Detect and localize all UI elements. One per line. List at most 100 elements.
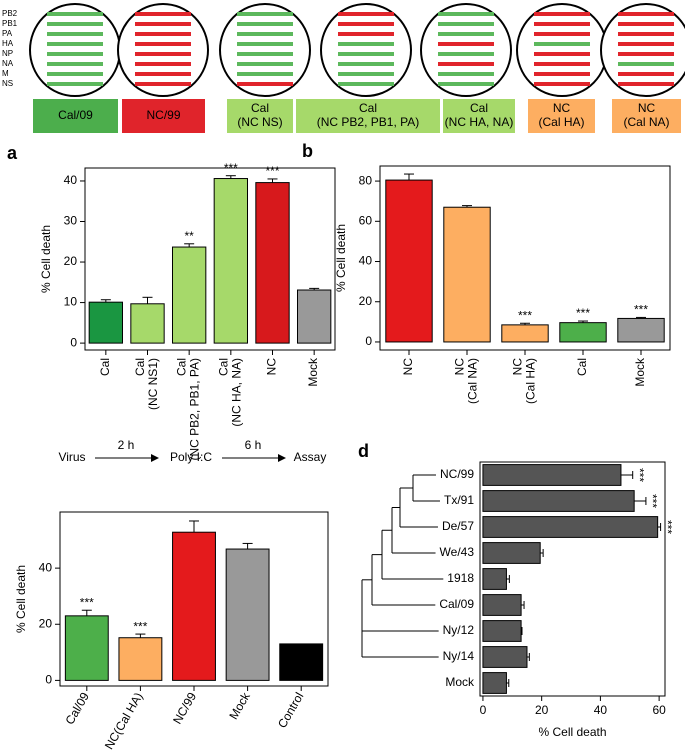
segment-bar [47,22,103,26]
virus-box [528,99,595,133]
x-tick-label: Cal/09 [63,690,93,727]
x-tick-label: NC/99 [170,690,199,727]
bar [443,206,491,343]
significance: *** [80,595,94,609]
y-tick-label: 0 [365,334,372,348]
bar [482,516,659,538]
segment-bar [438,52,494,56]
segment-bar [534,42,590,46]
segment-bar [338,52,394,56]
virus-label: Cal (NC NS) [237,101,282,129]
segment-bar [47,32,103,36]
segment-bar [618,62,674,66]
flow-interval: 2 h [118,438,135,452]
x-tick-label: Mock [306,357,320,387]
y-tick-label: 20 [64,254,78,268]
y-tick-label: Ny/12 [443,623,475,637]
y-tick-label: Ny/14 [443,649,475,663]
x-tick-label: Control [275,690,306,731]
y-tick-label: De/57 [442,519,474,533]
virus-box [443,99,515,133]
x-tick-label: NC(Cal NA) [453,358,480,404]
bar [297,289,332,344]
segment-bar [534,12,590,16]
virus-label: NC/99 [146,108,180,122]
y-tick-label: 80 [359,173,373,187]
segment-bar [534,62,590,66]
significance: *** [646,494,660,508]
x-tick-label: Cal [98,358,112,376]
flow-stage: Virus [58,450,85,464]
y-tick-label: Tx/91 [444,493,474,507]
segment-label: HA [2,39,14,48]
segment-bar [618,52,674,56]
significance: ** [184,229,194,243]
y-tick-label: 10 [64,295,78,309]
x-tick-label: NC [265,358,279,376]
panel-label: b [302,141,313,161]
significance: *** [634,303,648,317]
bar [482,542,541,564]
plot-frame [479,461,666,697]
segment-bar [237,42,293,46]
y-axis-label: % Cell death [334,224,348,292]
significance: *** [660,520,674,534]
segment-bar [237,82,293,86]
bar [255,182,290,344]
segment-bar [237,62,293,66]
virus-label: NC (Cal HA) [538,101,584,129]
virus-box [33,99,118,133]
segment-bar [618,42,674,46]
significance: *** [265,164,279,178]
virus-box [612,99,681,133]
segment-label: NS [2,79,13,88]
bar [225,548,270,681]
bar [501,324,549,343]
bar [172,531,216,681]
x-tick-label: Cal(NC PB2, PB1, PA) [175,358,202,460]
bar [385,179,433,343]
y-tick-label: 40 [64,173,78,187]
y-tick-label: 20 [359,294,373,308]
segment-label: PB1 [2,19,18,28]
segment-bar [135,82,191,86]
segment-bar [47,12,103,16]
bar [559,322,607,343]
segment-bar [237,52,293,56]
segment-bar [438,62,494,66]
significance: *** [633,468,647,482]
segment-bar [47,42,103,46]
bar [482,620,522,642]
x-tick-label: NC [401,358,415,376]
y-tick-label: 40 [39,560,53,574]
virus-box [122,99,205,133]
virus-box [227,99,293,133]
segment-bar [438,72,494,76]
bar [617,317,665,343]
y-tick-label: 1918 [447,571,474,585]
flow-interval: 6 h [245,438,262,452]
bar [482,568,507,590]
segment-bar [438,12,494,16]
panel-label: a [7,143,18,163]
significance: *** [518,308,532,322]
segment-bar [618,32,674,36]
segment-bar [47,52,103,56]
segment-label: NP [2,49,13,58]
bar [213,178,249,344]
bar [482,646,528,668]
segment-label: PB2 [2,9,18,18]
x-tick-label: NC(Cal HA) [511,358,538,404]
y-tick-label: Mock [445,675,475,689]
bar [88,301,123,344]
segment-bar [338,42,394,46]
y-tick-label: NC/99 [440,467,474,481]
virus-label: Cal/09 [58,108,93,122]
x-axis-label: % Cell death [538,725,606,739]
segment-bar [618,82,674,86]
x-tick-label: Mock [226,689,253,722]
x-tick-label: Cal [575,358,589,376]
segment-bar [135,52,191,56]
bar [482,464,622,486]
